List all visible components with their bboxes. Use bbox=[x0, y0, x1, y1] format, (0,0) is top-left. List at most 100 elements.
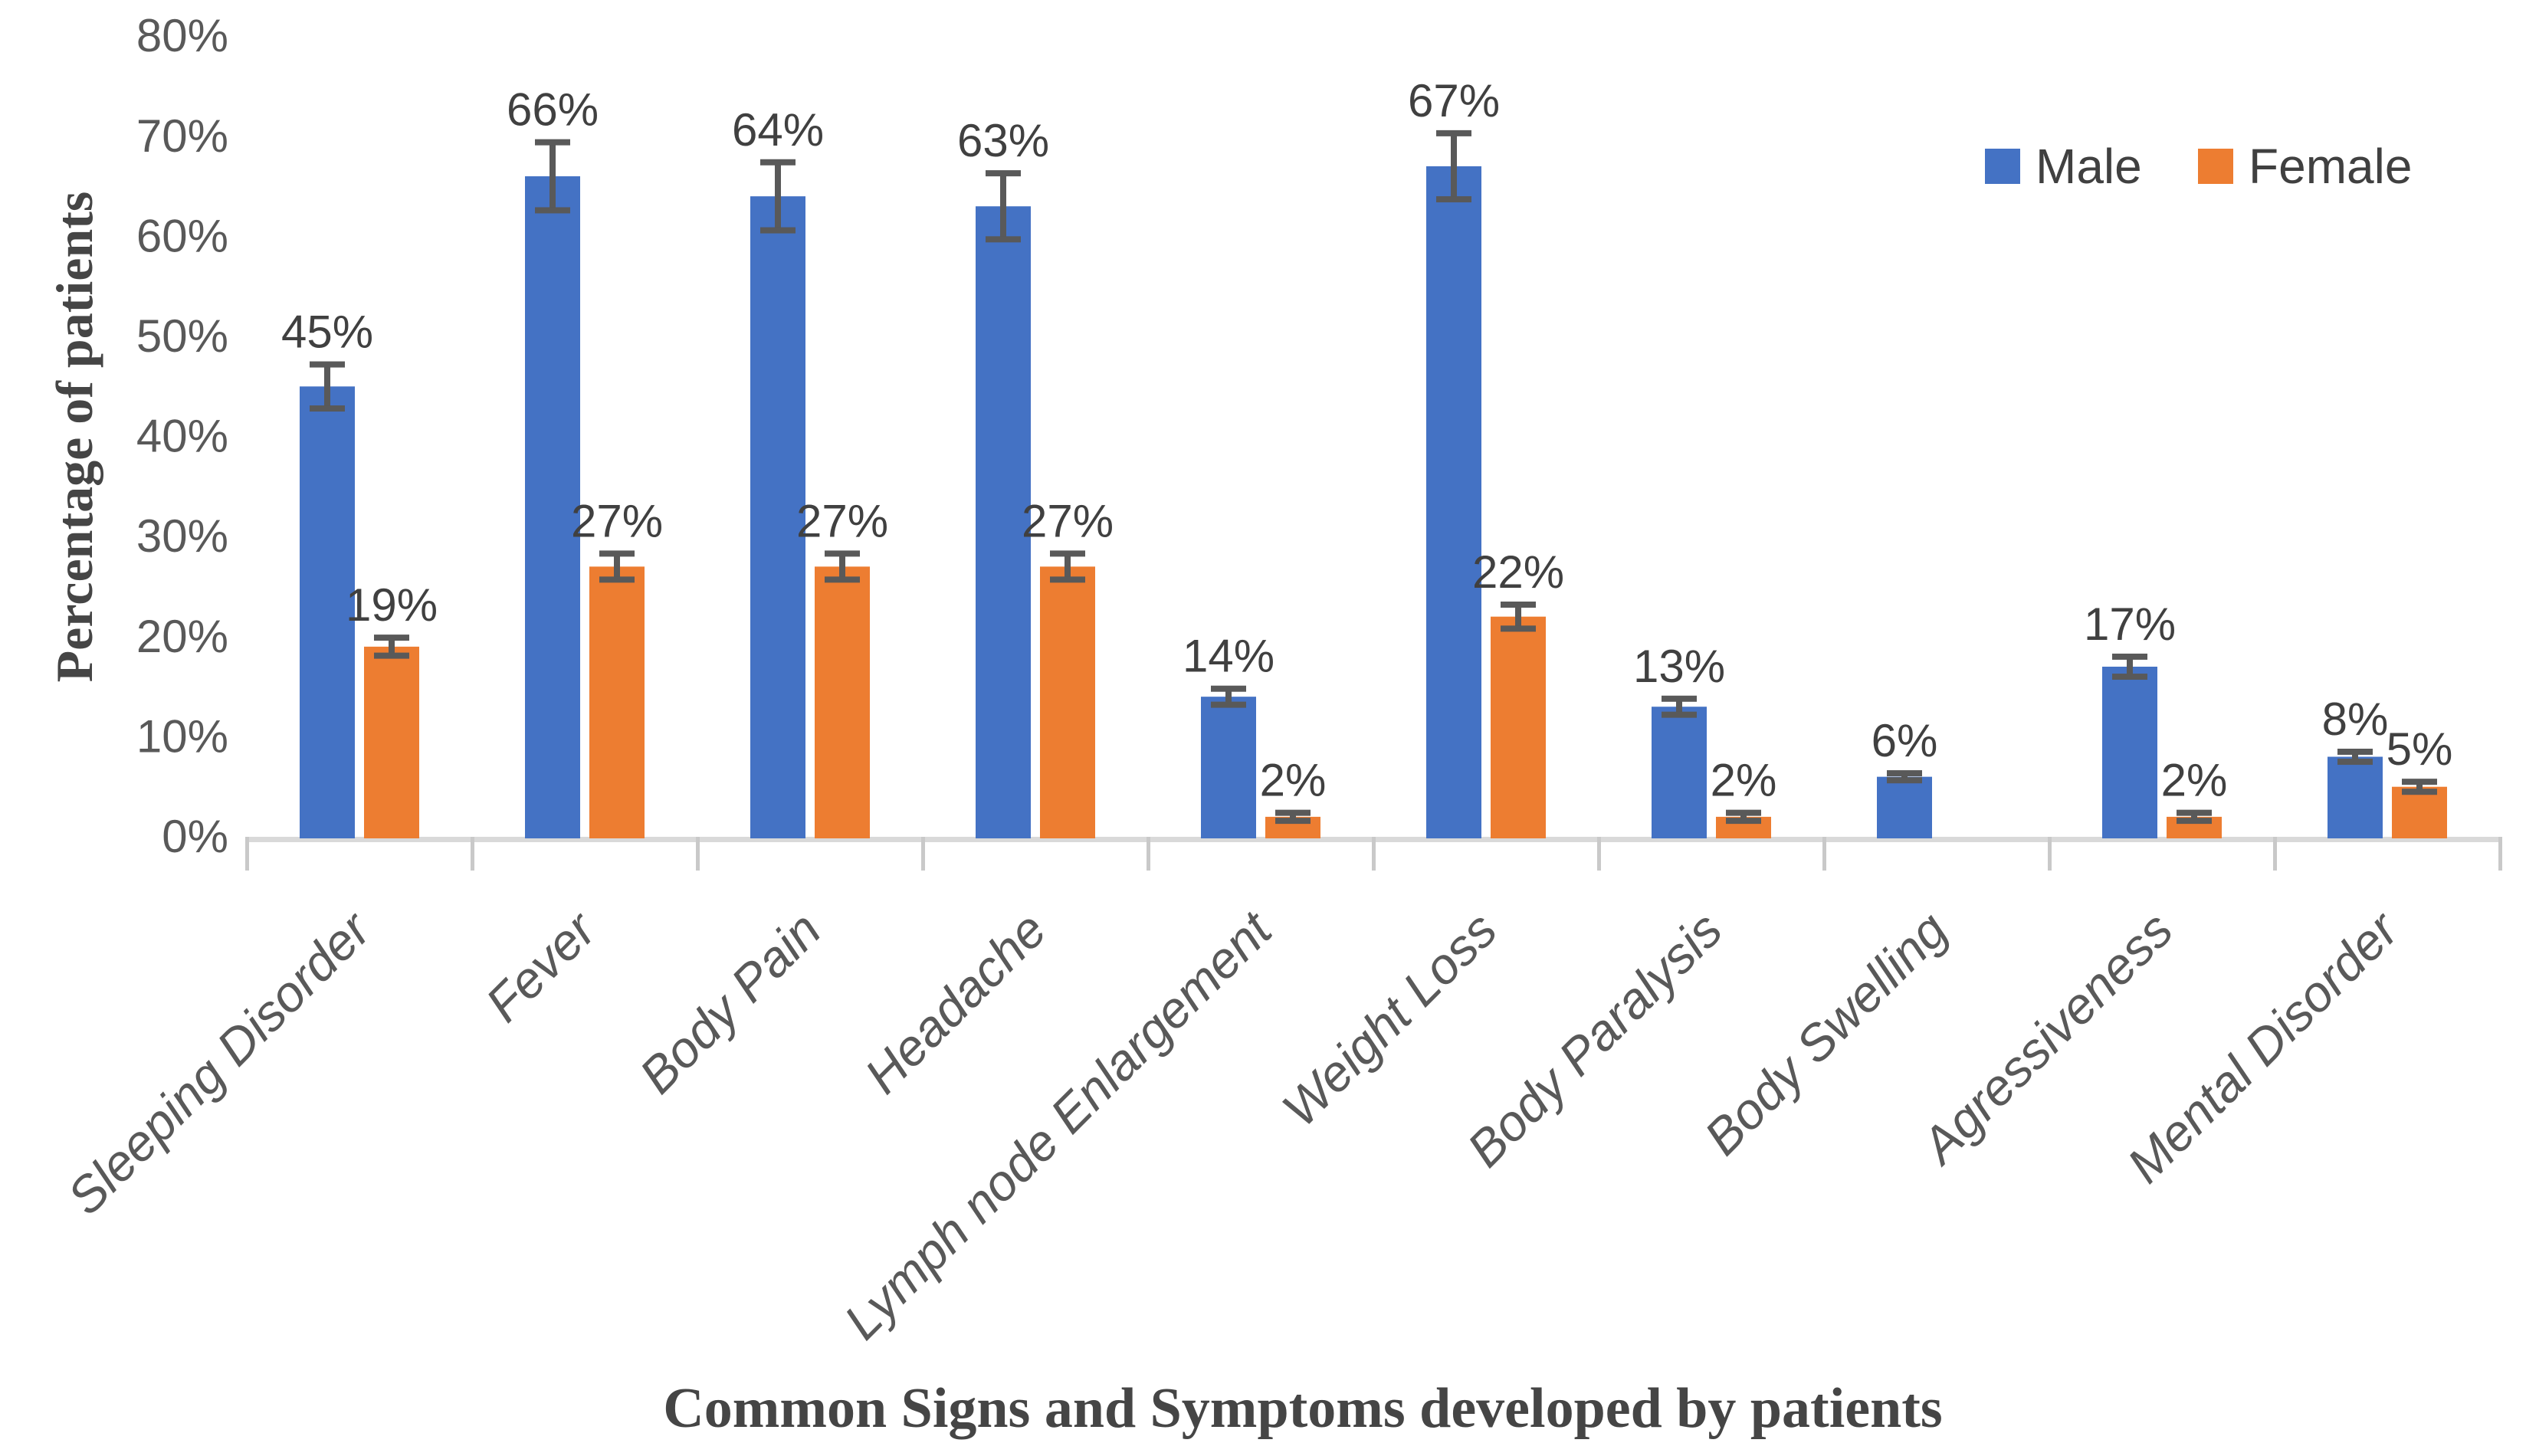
error-bar-line-female-2 bbox=[839, 553, 845, 580]
error-bar-line-male-1 bbox=[549, 142, 556, 211]
error-bar-cap-bottom-male-2 bbox=[760, 227, 796, 234]
value-label-female-8: 2% bbox=[2161, 755, 2228, 806]
legend: Male Female bbox=[1985, 139, 2412, 194]
x-axis-tick bbox=[921, 837, 925, 871]
error-bar-cap-bottom-female-3 bbox=[1050, 576, 1085, 583]
error-bar-cap-top-female-4 bbox=[1275, 809, 1311, 816]
y-tick-label-30%: 30% bbox=[136, 510, 228, 562]
bar-female-5 bbox=[1491, 616, 1546, 838]
error-bar-cap-bottom-male-9 bbox=[2337, 759, 2373, 766]
error-bar-line-male-5 bbox=[1451, 133, 1457, 200]
bar-male-9 bbox=[2328, 756, 2383, 838]
category-label-3: Headache bbox=[854, 901, 1057, 1104]
error-bar-cap-top-male-4 bbox=[1211, 685, 1246, 692]
error-bar-cap-top-male-1 bbox=[535, 139, 570, 146]
y-tick-label-10%: 10% bbox=[136, 710, 228, 762]
bar-female-3 bbox=[1040, 566, 1095, 838]
x-axis-tick bbox=[2048, 837, 2052, 871]
error-bar-line-male-8 bbox=[2127, 656, 2133, 677]
error-bar-cap-top-female-8 bbox=[2177, 809, 2212, 816]
error-bar-cap-bottom-male-6 bbox=[1662, 711, 1697, 718]
error-bar-cap-top-female-0 bbox=[374, 635, 409, 641]
error-bar-cap-bottom-male-7 bbox=[1887, 777, 1922, 784]
error-bar-cap-bottom-female-8 bbox=[2177, 818, 2212, 825]
value-label-female-3: 27% bbox=[1022, 495, 1114, 546]
y-tick-label-60%: 60% bbox=[136, 210, 228, 261]
error-bar-cap-top-female-2 bbox=[825, 550, 860, 557]
value-label-female-2: 27% bbox=[796, 495, 888, 546]
error-bar-line-male-6 bbox=[1676, 698, 1682, 715]
bar-male-6 bbox=[1652, 707, 1707, 838]
error-bar-cap-top-male-3 bbox=[986, 170, 1021, 177]
error-bar-cap-top-male-8 bbox=[2112, 653, 2147, 660]
value-label-male-2: 64% bbox=[732, 104, 824, 156]
error-bar-cap-top-female-9 bbox=[2402, 779, 2437, 785]
error-bar-cap-bottom-female-9 bbox=[2402, 789, 2437, 795]
value-label-male-9: 8% bbox=[2322, 694, 2389, 745]
error-bar-cap-top-female-6 bbox=[1726, 809, 1761, 816]
error-bar-line-female-4 bbox=[1290, 812, 1296, 821]
category-label-2: Body Pain bbox=[628, 901, 832, 1104]
bar-male-2 bbox=[750, 196, 805, 838]
value-label-female-9: 5% bbox=[2387, 723, 2453, 775]
error-bar-cap-top-male-5 bbox=[1436, 130, 1471, 136]
error-bar-line-male-7 bbox=[1901, 773, 1908, 781]
error-bar-line-male-2 bbox=[775, 162, 781, 231]
value-label-male-3: 63% bbox=[957, 115, 1049, 166]
error-bar-line-male-3 bbox=[1000, 173, 1006, 240]
error-bar-cap-bottom-male-3 bbox=[986, 236, 1021, 243]
value-label-female-0: 19% bbox=[346, 579, 438, 631]
error-bar-cap-top-male-7 bbox=[1887, 770, 1922, 777]
bar-female-2 bbox=[815, 566, 870, 838]
value-label-female-4: 2% bbox=[1260, 755, 1327, 806]
x-axis-tick bbox=[1147, 837, 1150, 871]
bar-female-0 bbox=[364, 646, 419, 838]
error-bar-cap-bottom-female-5 bbox=[1501, 625, 1536, 632]
category-label-1: Fever bbox=[474, 899, 608, 1032]
category-label-4: Lymph node Enlargement bbox=[833, 900, 1284, 1350]
x-axis-tick bbox=[1597, 837, 1601, 871]
error-bar-line-female-0 bbox=[389, 638, 395, 656]
bar-male-7 bbox=[1877, 776, 1932, 838]
error-bar-line-female-1 bbox=[614, 553, 620, 580]
error-bar-line-female-8 bbox=[2191, 812, 2197, 821]
error-bar-line-female-5 bbox=[1515, 605, 1521, 629]
error-bar-line-male-9 bbox=[2352, 751, 2358, 762]
error-bar-cap-bottom-male-8 bbox=[2112, 674, 2147, 680]
error-bar-line-female-9 bbox=[2416, 782, 2423, 792]
x-axis-title: Common Signs and Symptoms developed by p… bbox=[663, 1377, 1942, 1440]
x-axis-tick bbox=[1372, 837, 1376, 871]
value-label-male-6: 13% bbox=[1633, 641, 1725, 692]
y-tick-label-40%: 40% bbox=[136, 411, 228, 462]
x-axis-tick bbox=[696, 837, 700, 871]
error-bar-cap-bottom-female-1 bbox=[599, 576, 635, 583]
y-tick-label-50%: 50% bbox=[136, 310, 228, 362]
error-bar-cap-bottom-male-4 bbox=[1211, 701, 1246, 708]
category-label-0: Sleeping Disorder bbox=[57, 899, 382, 1225]
bar-male-1 bbox=[525, 176, 580, 839]
bar-male-3 bbox=[976, 206, 1031, 839]
y-tick-label-20%: 20% bbox=[136, 611, 228, 662]
value-label-female-1: 27% bbox=[571, 495, 663, 546]
error-bar-line-female-6 bbox=[1740, 812, 1747, 821]
x-axis-tick bbox=[2498, 837, 2502, 871]
bar-female-9 bbox=[2392, 786, 2447, 838]
legend-female-swatch bbox=[2198, 149, 2233, 184]
error-bar-cap-bottom-male-1 bbox=[535, 207, 570, 214]
value-label-male-0: 45% bbox=[281, 307, 373, 358]
x-axis-tick bbox=[245, 837, 249, 871]
y-axis-title: Percentage of patients bbox=[45, 192, 103, 683]
plot-area: 0% 10% 20% 30% 40% 50% 60% 70% 80% Sleeping Disor… bbox=[57, 10, 2502, 1350]
x-axis-tick bbox=[1822, 837, 1826, 871]
y-tick-label-80%: 80% bbox=[136, 10, 228, 61]
error-bar-cap-top-female-3 bbox=[1050, 550, 1085, 557]
error-bar-cap-bottom-female-6 bbox=[1726, 818, 1761, 825]
error-bar-cap-top-male-0 bbox=[310, 361, 345, 368]
value-label-male-4: 14% bbox=[1183, 631, 1274, 682]
value-label-male-5: 67% bbox=[1408, 75, 1500, 126]
legend-male-label: Male bbox=[2036, 139, 2142, 194]
value-label-male-8: 17% bbox=[2084, 598, 2176, 650]
error-bar-cap-bottom-female-0 bbox=[374, 652, 409, 659]
